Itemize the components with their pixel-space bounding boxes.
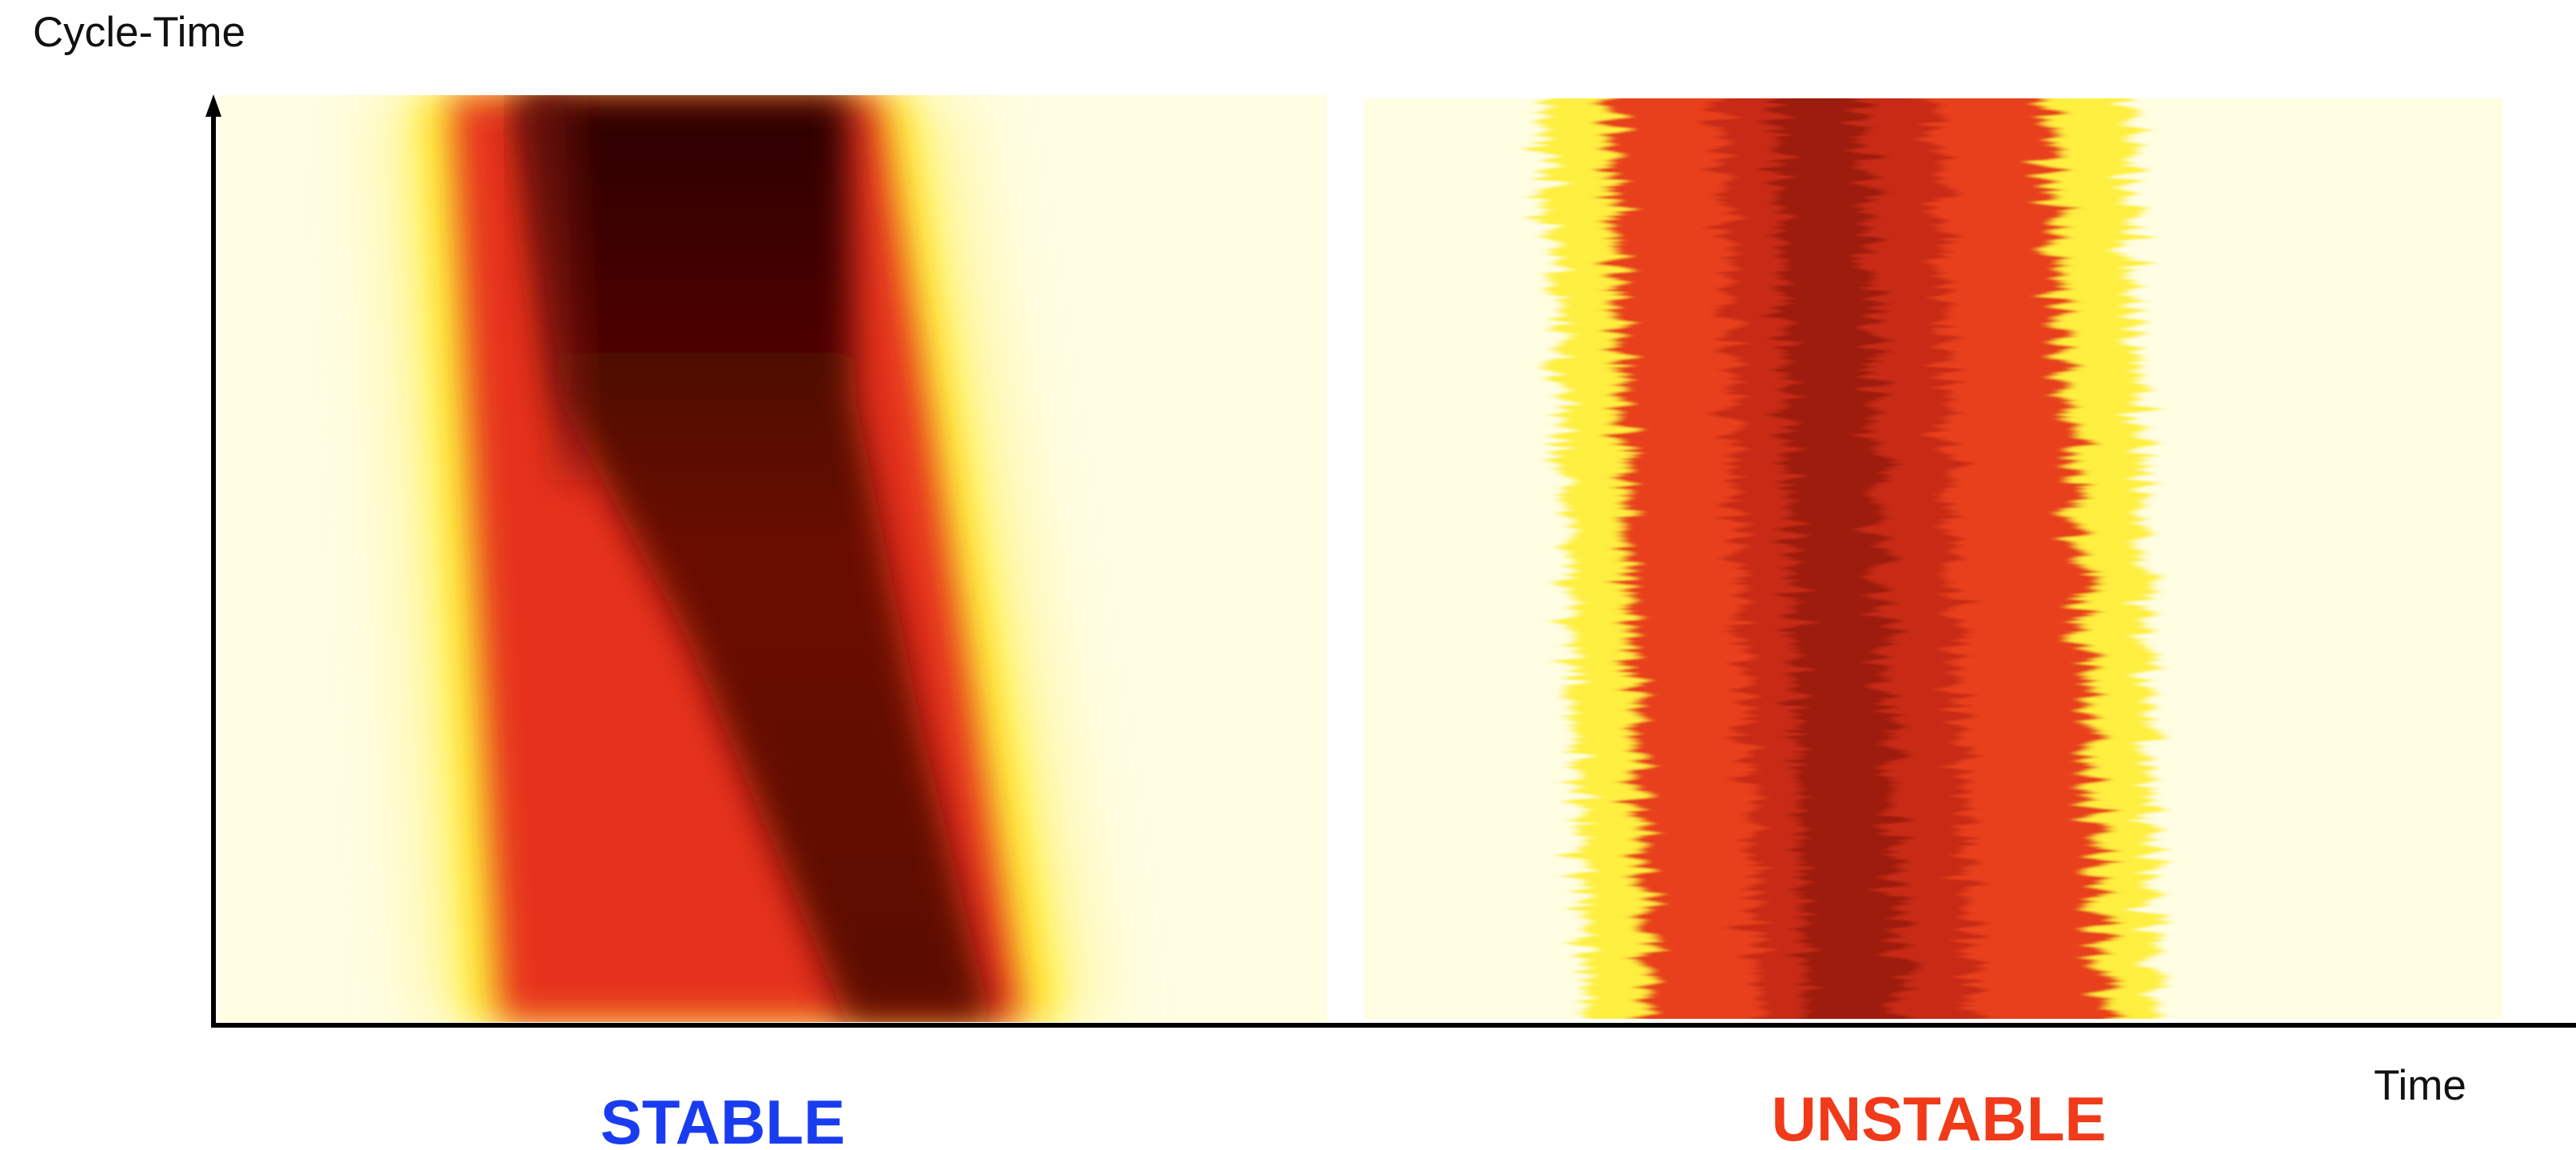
- x-axis-label: Time: [2374, 1062, 2466, 1109]
- panel-label: UNSTABLE: [1772, 1084, 2107, 1150]
- stable-heatmap: [218, 95, 1327, 1022]
- panel-label: STABLE: [600, 1087, 845, 1150]
- y-axis-label: Cycle-Time: [33, 9, 245, 56]
- figure: Cycle-Time Time STABLE UNSTABLE: [0, 0, 2576, 1150]
- unstable-heatmap: [1364, 80, 2502, 1040]
